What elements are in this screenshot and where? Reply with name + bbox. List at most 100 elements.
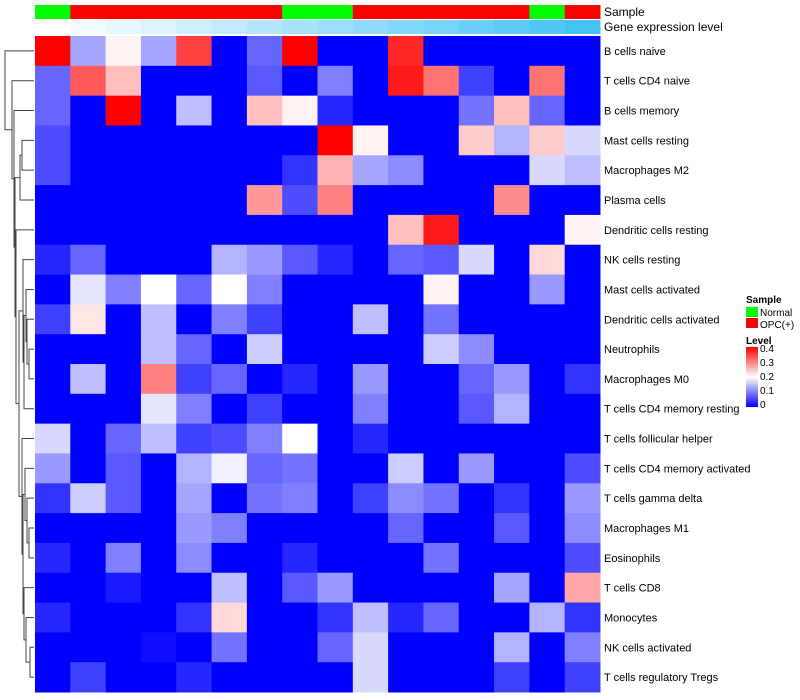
- row-label: B cells memory: [604, 106, 680, 118]
- heatmap-cell: [70, 36, 107, 67]
- heatmap-cell: [246, 65, 283, 97]
- heatmap-cell: [423, 274, 460, 305]
- heatmap-cell: [176, 274, 213, 305]
- heatmap-cell: [70, 244, 107, 276]
- heatmap-cell: [246, 632, 283, 663]
- heatmap-cell: [388, 393, 424, 425]
- heatmap-cell: [529, 572, 566, 604]
- heatmap-cell: [458, 542, 495, 574]
- heatmap-cell: [564, 632, 601, 663]
- heatmap-cell: [105, 453, 142, 484]
- heatmap-cell: [105, 274, 142, 305]
- heatmap-cell: [529, 274, 566, 305]
- heatmap-cell: [529, 185, 566, 216]
- heatmap-cell: [282, 364, 318, 395]
- heatmap-cell: [246, 214, 283, 246]
- gene-expression-annotation-cell: [352, 20, 389, 34]
- heatmap-cell: [352, 334, 389, 365]
- heatmap-cell: [388, 185, 424, 216]
- dendrogram-branch: [24, 467, 34, 522]
- heatmap-cell: [282, 185, 318, 216]
- heatmap-cell: [140, 304, 177, 335]
- heatmap-cell: [317, 155, 354, 186]
- heatmap-cell: [352, 364, 389, 395]
- heatmap-cell: [388, 95, 424, 126]
- legend-opc-label: OPC(+): [760, 320, 794, 331]
- heatmap-cell: [282, 423, 318, 454]
- legend-tick: 0.3: [760, 358, 774, 369]
- heatmap-cell: [176, 65, 213, 97]
- legend-tick: 0.1: [760, 386, 774, 397]
- heatmap-cell: [140, 65, 177, 97]
- sample-annotation-cell: [246, 5, 283, 19]
- heatmap-cell: [529, 95, 566, 126]
- heatmap-cell: [494, 185, 530, 216]
- heatmap-cell: [529, 542, 566, 574]
- heatmap-cell: [352, 602, 389, 633]
- heatmap-cell: [458, 602, 495, 633]
- heatmap-cell: [35, 453, 71, 484]
- heatmap-cell: [388, 214, 424, 246]
- heatmap-cell: [246, 155, 283, 186]
- heatmap-cell: [282, 274, 318, 305]
- heatmap-cell: [282, 214, 318, 246]
- heatmap-cell: [70, 542, 107, 574]
- row-label: NK cells activated: [604, 642, 691, 654]
- heatmap-cell: [388, 632, 424, 663]
- heatmap-cell: [140, 513, 177, 544]
- heatmap-cell: [211, 542, 248, 574]
- heatmap-cell: [388, 423, 424, 454]
- heatmap-cell: [176, 185, 213, 216]
- heatmap-cell: [140, 185, 177, 216]
- heatmap-cell: [35, 155, 71, 186]
- heatmap-cell: [494, 453, 530, 484]
- dendrogram-branch: [11, 80, 34, 180]
- heatmap-cell: [70, 185, 107, 216]
- heatmap-cell: [211, 513, 248, 544]
- heatmap-cell: [176, 483, 213, 514]
- heatmap-cell: [458, 453, 495, 484]
- heatmap-cell: [70, 453, 107, 484]
- heatmap-cell: [246, 274, 283, 305]
- heatmap-cell: [564, 95, 601, 126]
- heatmap-cell: [458, 65, 495, 97]
- heatmap-cell: [564, 364, 601, 395]
- heatmap-cell: [317, 453, 354, 484]
- heatmap-cell: [494, 36, 530, 67]
- heatmap-cell: [70, 95, 107, 126]
- heatmap-cell: [140, 453, 177, 484]
- heatmap-cell: [494, 602, 530, 633]
- heatmap-cell: [317, 244, 354, 276]
- heatmap-cell: [423, 36, 460, 67]
- heatmap-cell: [423, 423, 460, 454]
- row-dendrogram: [4, 50, 34, 678]
- heatmap-cell: [176, 662, 213, 693]
- sample-annotation-cell: [282, 5, 318, 19]
- heatmap-cell: [564, 125, 601, 156]
- heatmap-cell: [140, 632, 177, 663]
- heatmap-cell: [35, 36, 71, 67]
- row-label: T cells CD4 memory activated: [604, 463, 751, 475]
- sample-annotation-cell: [458, 5, 495, 19]
- heatmap-cell: [423, 65, 460, 97]
- legend: Sample Normal OPC(+) Level 0.4 0.3 0.2 0…: [746, 295, 794, 411]
- heatmap-cell: [211, 572, 248, 604]
- heatmap-cell: [105, 393, 142, 425]
- heatmap-cell: [105, 572, 142, 604]
- heatmap-cell: [176, 36, 213, 67]
- heatmap-cell: [246, 572, 283, 604]
- heatmap-cell: [529, 125, 566, 156]
- gene-expression-annotation-cell: [35, 20, 71, 34]
- row-label: B cells naive: [604, 46, 666, 58]
- heatmap-cell: [105, 602, 142, 633]
- heatmap-cell: [564, 274, 601, 305]
- heatmap-cell: [176, 423, 213, 454]
- heatmap-cell: [529, 602, 566, 633]
- gene-expression-annotation-cell: [388, 20, 424, 34]
- heatmap-cell: [317, 423, 354, 454]
- row-label: Plasma cells: [604, 195, 666, 207]
- sample-annotation-cell: [176, 5, 213, 19]
- heatmap-cell: [423, 513, 460, 544]
- heatmap-cell: [211, 36, 248, 67]
- heatmap-cell: [211, 125, 248, 156]
